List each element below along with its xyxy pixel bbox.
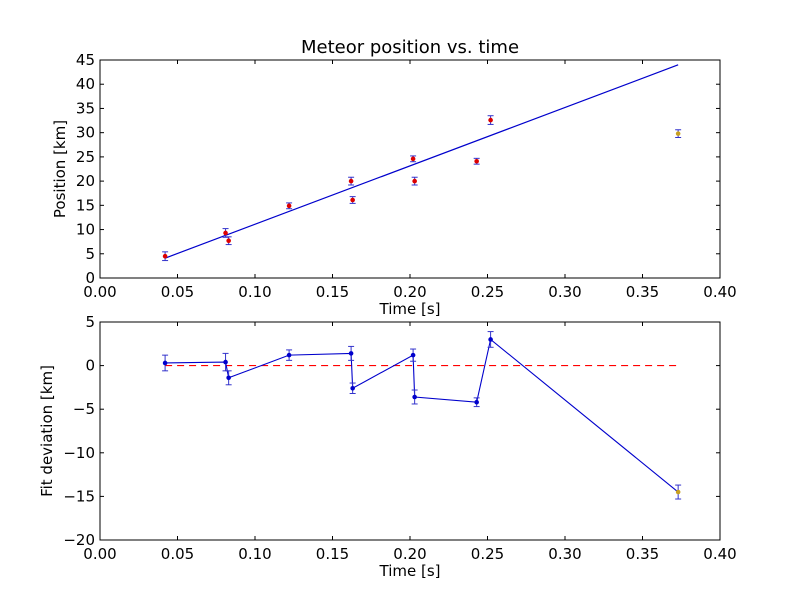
position-fit-layer [164, 64, 679, 259]
deviation-point [474, 399, 479, 405]
position-x-tick-label: 0.05 [161, 283, 194, 301]
deviation-point [286, 352, 292, 358]
position-point [412, 178, 417, 184]
deviation-point [226, 375, 231, 381]
deviation-x-tick-label: 0.35 [626, 545, 659, 563]
position-x-tick-label: 0.35 [626, 283, 659, 301]
deviation-series-layer [162, 331, 682, 500]
deviation-point [223, 359, 228, 365]
position-x-axis-label: Time [s] [379, 300, 441, 318]
deviation-y-tick-label: −20 [63, 531, 95, 549]
deviation-x-tick-label: 0.15 [316, 545, 349, 563]
deviation-x-tick-label: 0.10 [238, 545, 271, 563]
position-x-tick-label: 0.00 [83, 283, 116, 301]
position-point [286, 203, 292, 209]
position-y-tick-label: 0 [85, 269, 95, 287]
position-x-tick-label: 0.20 [393, 283, 426, 301]
deviation-x-tick-label: 0.20 [393, 545, 426, 563]
deviation-x-tick-label: 0.40 [703, 545, 736, 563]
deviation-point [348, 351, 354, 356]
deviation-x-tick-label: 0.00 [83, 545, 116, 563]
position-points-layer [162, 115, 682, 262]
chart-title: Meteor position vs. time [301, 37, 519, 58]
deviation-panel: 0.00 0.05 0.10 0.15 0.20 0.25 0.30 0.35 0.40 5 0 −… [38, 313, 737, 580]
position-x-tick-label: 0.15 [316, 283, 349, 301]
position-point [474, 158, 479, 164]
deviation-y-ticks: 5 0 −5 −10 −15 −20 [63, 313, 720, 549]
deviation-y-tick-label: −5 [73, 400, 95, 418]
position-panel: Meteor position vs. time 0.00 0.05 0.10 0.1… [51, 37, 737, 318]
deviation-point [350, 385, 355, 391]
position-y-tick-label: 20 [76, 172, 95, 190]
position-y-ticks: 0 5 10 15 20 25 30 35 40 45 [76, 51, 720, 287]
position-x-ticks: 0.00 0.05 0.10 0.15 0.20 0.25 0.30 0.35 0.40 [83, 60, 737, 301]
deviation-point [412, 394, 417, 400]
position-x-tick-label: 0.25 [471, 283, 504, 301]
deviation-point [488, 337, 493, 342]
position-point [410, 156, 416, 162]
position-y-tick-label: 25 [76, 148, 95, 166]
position-x-tick-label: 0.40 [703, 283, 736, 301]
position-y-tick-label: 45 [76, 51, 95, 69]
deviation-x-tick-label: 0.05 [161, 545, 194, 563]
position-y-tick-label: 5 [85, 245, 95, 263]
position-y-tick-label: 15 [76, 196, 95, 214]
position-point [675, 131, 681, 136]
deviation-y-tick-label: −10 [63, 444, 95, 462]
deviation-x-tick-label: 0.30 [548, 545, 581, 563]
deviation-point [675, 489, 681, 495]
deviation-x-tick-label: 0.25 [471, 545, 504, 563]
fit-line [164, 64, 679, 259]
position-point [488, 117, 493, 123]
position-x-tick-label: 0.10 [238, 283, 271, 301]
deviation-point [410, 352, 416, 358]
position-point [348, 178, 354, 184]
position-point [223, 230, 228, 236]
position-x-tick-label: 0.30 [548, 283, 581, 301]
deviation-y-tick-label: 5 [85, 313, 95, 331]
deviation-point [162, 360, 168, 366]
deviation-y-axis-label: Fit deviation [km] [38, 365, 56, 497]
position-point [162, 253, 168, 259]
deviation-y-tick-label: −15 [63, 487, 95, 505]
position-y-tick-label: 10 [76, 221, 95, 239]
position-y-axis-label: Position [km] [51, 120, 69, 218]
deviation-y-tick-label: 0 [85, 357, 95, 375]
position-point [350, 197, 355, 203]
position-y-tick-label: 35 [76, 99, 95, 117]
position-y-tick-label: 40 [76, 75, 95, 93]
position-y-tick-label: 30 [76, 124, 95, 142]
position-point [226, 238, 231, 243]
deviation-x-ticks: 0.00 0.05 0.10 0.15 0.20 0.25 0.30 0.35 0.40 [83, 322, 737, 563]
deviation-x-axis-label: Time [s] [379, 562, 441, 580]
